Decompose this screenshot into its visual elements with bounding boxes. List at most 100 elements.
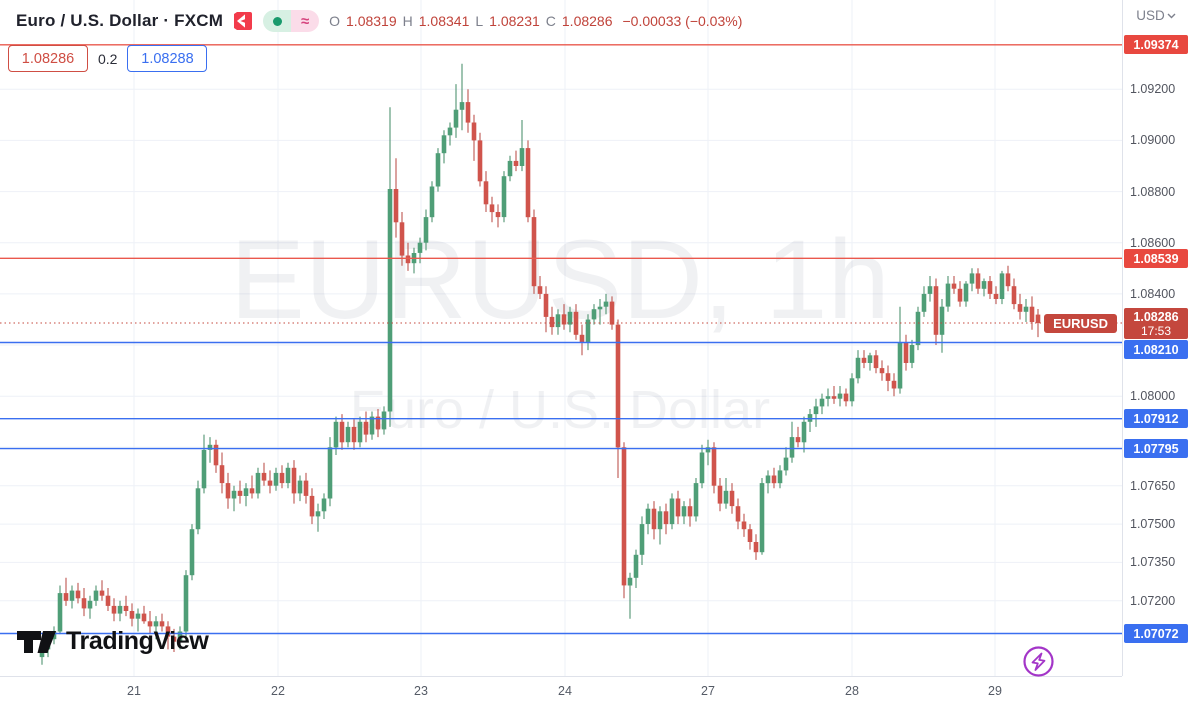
time-axis[interactable]: 21 22 23 24 27 28 29 [0,676,1122,704]
candle-body [717,485,723,504]
spread-value: 0.2 [98,50,118,67]
candle-body [399,222,405,256]
candle-body [939,306,945,335]
candle-body [267,480,273,486]
candle-body [789,437,795,458]
level-price-badge: 1.07072 [1124,624,1188,643]
candle-body [1029,306,1035,322]
candle-body [621,447,627,586]
candle-body [825,396,831,399]
ohlc-readout: O 1.08319 H 1.08341 L 1.08231 C 1.08286 −0.00033… [329,13,742,29]
candle-body [597,306,603,310]
instant-order-button[interactable] [1022,645,1055,678]
candle-body [459,102,465,110]
candle-body [561,314,567,325]
candle-body [705,447,711,453]
candle-body [687,506,693,517]
candle-body [333,421,339,448]
candle-body [609,301,615,325]
candle-body [327,447,333,499]
candle-body [297,480,303,494]
lightning-icon [1031,652,1046,671]
candle-body [249,488,255,494]
candle-body [615,324,621,448]
candle-body [999,273,1005,299]
time-tick-label: 28 [845,684,859,698]
candle-body [879,368,885,374]
candle-body [765,475,771,484]
sell-bid-button[interactable]: 1.08286 [8,45,88,72]
candle-body [315,511,321,517]
candle-body [933,286,939,335]
candle-body [735,506,741,522]
candle-body [873,355,879,369]
candle-body [75,590,81,599]
candle-body [867,355,873,363]
candle-body [897,342,903,389]
symbol-title[interactable]: Euro / U.S. Dollar · FXCM [16,11,224,30]
candle-body [537,286,543,294]
candle-body [183,575,189,632]
candle-body [603,301,609,307]
candle-body [645,508,651,524]
candle-body [891,380,897,389]
candle-body [291,467,297,494]
candle-body [567,311,573,325]
candle-body [975,273,981,289]
candle-body [795,437,801,443]
candle-body [843,393,849,402]
candle-body [531,217,537,287]
candle-body [447,127,453,136]
candle-body [429,186,435,218]
ohlc-key: O [329,13,341,29]
candle-body [435,153,441,187]
level-price-badge: 1.08539 [1124,249,1188,268]
candle-body [549,316,555,328]
candle-body [81,598,87,609]
series-label-badge: EURUSD [1044,314,1117,333]
candle-body [141,613,147,622]
candle-body [861,357,867,363]
candle-body [477,140,483,182]
ohlc-value: 1.08286 [561,13,613,29]
market-status-pill[interactable]: ≈ [263,10,320,32]
current-price-badge: 1.08286 17:53 [1124,308,1188,339]
candle-body [525,148,531,218]
candle-body [237,490,243,496]
ohlc-key: H [402,13,413,29]
candle-body [63,593,69,601]
price-tick-label: 1.07500 [1130,517,1176,531]
ohlc-value: 1.08231 [489,13,540,29]
time-tick-label: 21 [127,684,141,698]
candle-body [1023,306,1029,312]
candle-body [993,293,999,299]
candle-body [963,283,969,302]
candle-body [849,378,855,402]
candle-body [117,605,123,614]
ohlc-value: 1.08319 [346,13,397,29]
price-axis[interactable]: USD 1.09200 1.09000 1.08800 1.08600 1.08400 1… [1122,0,1189,676]
candle-body [1035,314,1041,323]
chevron-down-icon [1167,13,1176,19]
candle-body [279,472,285,484]
candle-body [405,255,411,264]
candle-body [633,554,639,578]
candle-body [375,416,381,430]
candle-body [189,529,195,576]
candle-body [483,181,489,205]
candle-body [153,621,159,627]
price-tick-label: 1.08000 [1130,389,1176,403]
candle-body [261,472,267,481]
candle-body [885,373,891,381]
level-price-badge: 1.09374 [1124,35,1188,54]
candle-body [339,421,345,443]
candle-body [777,470,783,484]
candle-body [87,600,93,609]
buy-ask-button[interactable]: 1.08288 [127,45,208,72]
candle-body [981,281,987,289]
candle-body [927,286,933,294]
currency-dropdown[interactable]: USD [1123,8,1189,23]
watermark-name: Euro / U.S. Dollar [350,380,770,440]
candle-body [171,636,177,642]
